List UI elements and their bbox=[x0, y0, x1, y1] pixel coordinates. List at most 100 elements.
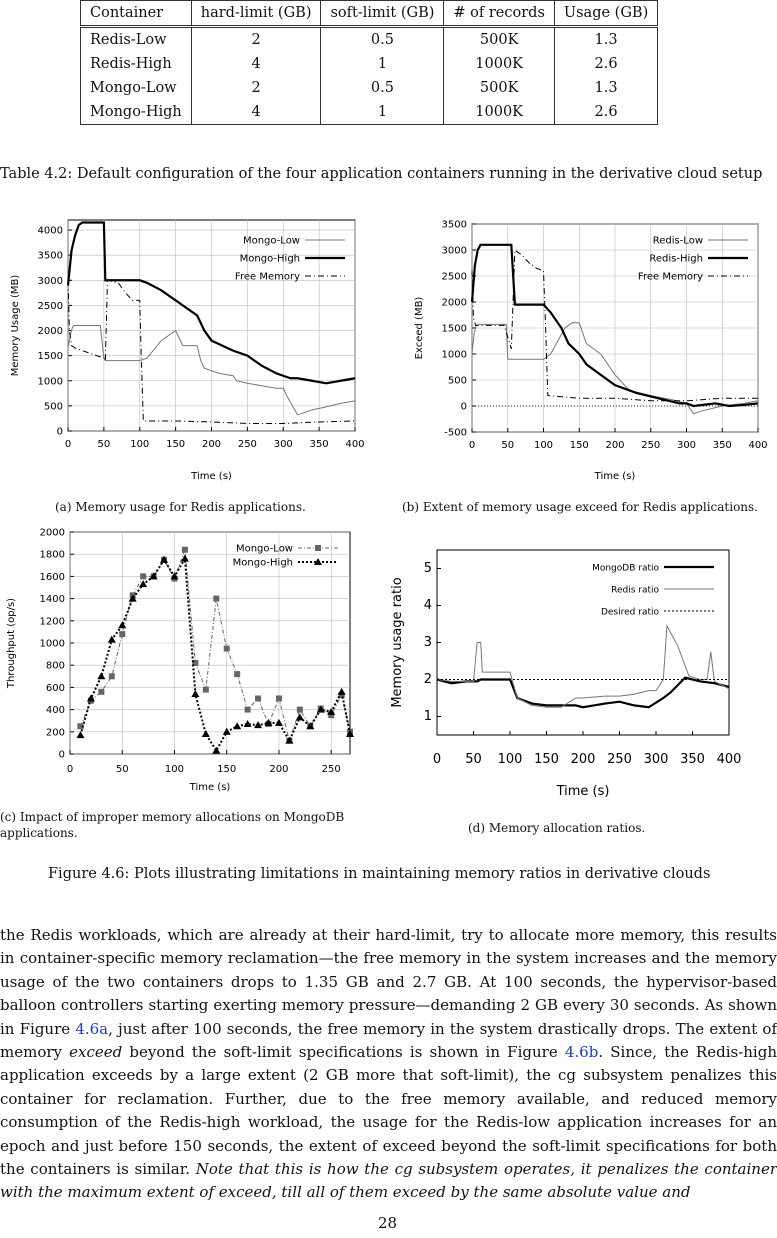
header-hard-limit: hard-limit (GB) bbox=[190, 0, 322, 27]
y-tick-label: 1000 bbox=[40, 639, 65, 650]
x-tick-label: 150 bbox=[570, 440, 589, 451]
data-point-mongo-high bbox=[201, 730, 210, 738]
table-cell: 1.3 bbox=[553, 76, 659, 100]
y-axis-label: Memory Usage (MB) bbox=[10, 275, 21, 377]
x-tick-label: 250 bbox=[641, 440, 660, 451]
y-axis-label: Throughput (op/s) bbox=[6, 598, 17, 689]
data-point-mongo-low bbox=[223, 645, 230, 652]
x-tick-label: 400 bbox=[748, 440, 767, 451]
paragraph-text: , just after 100 seconds, the free memor… bbox=[0, 1019, 777, 1062]
table-cell: 500K bbox=[443, 76, 555, 100]
x-tick-label: 100 bbox=[534, 440, 553, 451]
y-tick-label: 1500 bbox=[38, 351, 63, 362]
subcaption-b: (b) Extent of memory usage exceed for Re… bbox=[402, 500, 758, 514]
table-cell: 0.5 bbox=[320, 25, 445, 52]
data-point-mongo-high bbox=[337, 687, 346, 695]
y-tick-label: 1600 bbox=[40, 572, 65, 583]
data-point-mongo-high bbox=[191, 690, 200, 698]
x-tick-label: 200 bbox=[269, 764, 288, 775]
data-point-mongo-high bbox=[316, 705, 325, 713]
data-point-mongo-low bbox=[192, 659, 199, 666]
data-point-mongo-high bbox=[264, 718, 273, 726]
table-row: Mongo-Low 2 0.5 500K 1.3 bbox=[80, 76, 659, 100]
y-tick-label: 1400 bbox=[40, 594, 65, 605]
data-point-mongo-low bbox=[108, 673, 115, 680]
config-table: Container hard-limit (GB) soft-limit (GB… bbox=[80, 0, 659, 125]
data-point-mongo-low bbox=[202, 686, 209, 693]
y-tick-label: 1 bbox=[424, 709, 432, 724]
series-line-redis-high bbox=[470, 243, 759, 408]
y-tick-label: 3000 bbox=[38, 276, 63, 287]
y-tick-label: 3 bbox=[424, 635, 432, 650]
table-cell: 2 bbox=[190, 76, 322, 100]
y-tick-label: 2000 bbox=[442, 298, 467, 309]
legend-label-redis-low: Redis-Low bbox=[653, 236, 703, 247]
data-point-mongo-low bbox=[181, 546, 188, 553]
table-cell: 1 bbox=[320, 52, 445, 76]
table-cell: 1000K bbox=[443, 100, 555, 125]
data-point-mongo-high bbox=[118, 621, 127, 629]
y-tick-label: 1500 bbox=[442, 324, 467, 335]
header-records: # of records bbox=[443, 0, 555, 27]
data-point-mongo-low bbox=[119, 631, 126, 638]
data-point-mongo-low bbox=[77, 723, 84, 730]
x-tick-label: 150 bbox=[534, 752, 559, 767]
body-paragraph: the Redis workloads, which are already a… bbox=[0, 924, 777, 1205]
figure-ref-link[interactable]: 4.6a bbox=[75, 1019, 109, 1038]
x-tick-label: 200 bbox=[571, 752, 596, 767]
y-tick-label: 2500 bbox=[38, 301, 63, 312]
x-axis-label: Time (s) bbox=[556, 784, 610, 799]
x-tick-label: 250 bbox=[607, 752, 632, 767]
y-tick-label: 2000 bbox=[40, 528, 65, 539]
data-point-mongo-low bbox=[296, 706, 303, 713]
y-tick-label: 1000 bbox=[442, 350, 467, 361]
data-point-mongo-low bbox=[213, 595, 220, 602]
figure-ref-link[interactable]: 4.6b bbox=[564, 1043, 599, 1062]
series-line-mongo-low bbox=[67, 325, 356, 416]
x-tick-label: 400 bbox=[345, 439, 364, 450]
table-cell: 1000K bbox=[443, 52, 555, 76]
x-tick-label: 300 bbox=[644, 752, 669, 767]
legend-label-mongo-high: Mongo-High bbox=[240, 254, 300, 265]
data-point-mongo-low bbox=[98, 688, 105, 695]
x-tick-label: 300 bbox=[677, 440, 696, 451]
series-line-free-memory bbox=[67, 279, 356, 424]
table-cell: 1 bbox=[320, 100, 445, 125]
x-tick-label: 200 bbox=[202, 439, 221, 450]
legend-label-mongodb-ratio: MongoDB ratio bbox=[592, 564, 659, 574]
x-tick-label: 200 bbox=[605, 440, 624, 451]
data-point-mongo-high bbox=[285, 736, 294, 744]
data-point-mongo-high bbox=[180, 554, 189, 562]
table-cell: 500K bbox=[443, 25, 555, 52]
data-point-mongo-high bbox=[212, 746, 221, 754]
figure-caption: Figure 4.6: Plots illustrating limitatio… bbox=[48, 866, 711, 882]
series-line-mongo-low bbox=[79, 549, 351, 743]
y-tick-label: 500 bbox=[448, 376, 467, 387]
x-tick-label: 0 bbox=[433, 752, 441, 767]
x-tick-label: 250 bbox=[322, 764, 341, 775]
subcaption-c-line2: applications. bbox=[0, 826, 78, 840]
y-tick-label: 2 bbox=[424, 672, 432, 687]
subcaption-c-line1: (c) Impact of improper memory allocation… bbox=[0, 810, 345, 824]
table-cell: 2 bbox=[190, 25, 322, 52]
x-tick-label: 400 bbox=[717, 752, 742, 767]
data-point-mongo-low bbox=[338, 692, 345, 699]
table-cell: Mongo-High bbox=[80, 100, 192, 125]
table-cell: 2.6 bbox=[553, 100, 659, 125]
chart-a: 0 500 1000 1500 2000 2500 3000 3500 4000 0 50 100 15… bbox=[10, 219, 365, 482]
paragraph-text: the Redis workloads, which are already a… bbox=[0, 926, 777, 1038]
y-tick-label: 5 bbox=[424, 561, 432, 576]
x-tick-label: 150 bbox=[217, 764, 236, 775]
data-point-mongo-high bbox=[149, 572, 158, 580]
legend-marker-mongo-low bbox=[315, 545, 321, 551]
series-line-mongo-high bbox=[66, 221, 356, 385]
data-point-mongo-high bbox=[327, 707, 336, 715]
italic-text: exceed bbox=[69, 1043, 123, 1062]
data-point-mongo-high bbox=[160, 555, 169, 563]
y-tick-label: 400 bbox=[46, 705, 65, 716]
x-axis-label: Time (s) bbox=[189, 782, 231, 793]
header-soft-limit: soft-limit (GB) bbox=[320, 0, 445, 27]
legend-label-desired-ratio: Desired ratio bbox=[601, 608, 660, 618]
